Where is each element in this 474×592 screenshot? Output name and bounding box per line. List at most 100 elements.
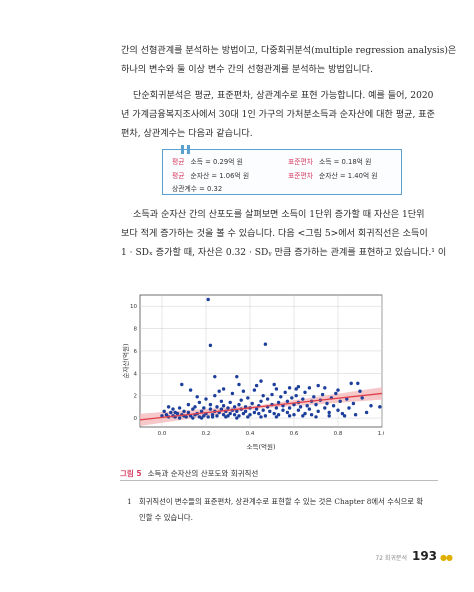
data-point [241, 411, 246, 416]
data-point [270, 392, 274, 397]
text-line: 편차, 상관계수는 다음과 같습니다. [121, 129, 253, 139]
data-point [340, 411, 345, 416]
data-point [298, 405, 303, 409]
data-point [364, 410, 369, 415]
data-point [305, 404, 309, 408]
data-point [250, 401, 254, 406]
y-tick-label: 4 [134, 371, 138, 377]
data-point [237, 414, 241, 418]
data-point [171, 407, 175, 411]
data-point [265, 397, 270, 401]
y-tick-label: 2 [134, 394, 138, 400]
data-point [208, 343, 213, 348]
correlation-value: 상관계수 = 0.32 [172, 185, 223, 193]
data-point [325, 401, 329, 406]
data-point [312, 395, 316, 399]
data-point [276, 400, 281, 405]
x-tick-label: 1.0 [378, 431, 384, 437]
data-point [272, 382, 276, 387]
page-dots: ●● [440, 553, 453, 562]
data-point [208, 407, 213, 411]
data-point [257, 411, 261, 416]
data-point [285, 399, 290, 403]
data-point [217, 389, 221, 393]
data-point [281, 408, 285, 412]
data-point [206, 297, 210, 302]
mean-label: 평균 [172, 158, 185, 166]
data-point [307, 386, 312, 390]
data-point [356, 381, 360, 386]
tick-labels: 0.0 0.2 0.4 0.6 0.8 1.0 0 2 4 6 8 10 [130, 304, 384, 437]
data-point [199, 409, 204, 414]
data-point [261, 408, 265, 412]
data-point [323, 406, 327, 410]
figure-caption: 그림 5 소득과 순자산의 산포도와 회귀직선 [120, 468, 258, 479]
text-line: 간의 선형관계를 분석하는 방법이고, 다중회귀분석(multiple regr… [121, 46, 457, 56]
sd-networth-row: 표준편차 순자산 = 1.40억 원 [288, 170, 378, 180]
data-point [287, 414, 292, 418]
page-number: 193 [411, 549, 438, 563]
mean-networth-value: 순자산 = 1.06억 원 [190, 172, 250, 180]
data-point [279, 395, 283, 399]
data-point [173, 410, 177, 415]
sd-label: 표준편차 [288, 158, 314, 166]
data-point [347, 406, 351, 410]
data-point [177, 416, 182, 420]
figure-caption-text: 소득과 순자산의 산포도와 회귀직선 [147, 469, 259, 478]
data-point [331, 404, 336, 408]
data-point [338, 399, 342, 403]
regression-line [139, 392, 383, 421]
x-tick-label: 0.4 [246, 431, 255, 437]
data-point [191, 407, 195, 411]
data-point [353, 412, 358, 417]
data-point [259, 379, 263, 383]
data-point [378, 405, 382, 409]
data-point [232, 412, 237, 417]
data-point [303, 390, 307, 395]
footnote-line: 회귀직선이 변수들의 표준편차, 상관계수로 표현할 수 있는 것은 Chapt… [139, 497, 424, 506]
data-point [166, 405, 171, 409]
data-point [351, 401, 356, 406]
data-point [292, 412, 296, 417]
data-point [206, 415, 210, 419]
data-point [294, 393, 298, 398]
data-point [164, 412, 169, 417]
text-line: 하나의 변수와 둘 이상 변수 간의 선형관계를 분석하는 방법입니다. [121, 65, 373, 75]
data-point [186, 410, 191, 415]
sd-networth-value: 순자산 = 1.40억 원 [319, 172, 378, 180]
data-point [274, 415, 279, 419]
data-point [320, 392, 325, 397]
data-point [195, 395, 199, 399]
data-point [199, 416, 204, 420]
data-point [369, 404, 373, 408]
y-tick-label: 10 [130, 304, 137, 310]
data-point [219, 407, 224, 411]
data-point [224, 415, 228, 419]
data-point [345, 397, 349, 401]
data-point [342, 414, 347, 418]
data-point [169, 410, 173, 415]
data-point [360, 396, 364, 400]
data-point [314, 402, 318, 407]
data-point [215, 405, 219, 409]
sd-income-row: 표준편차 소득 = 0.18억 원 [288, 156, 371, 166]
data-point [162, 409, 166, 414]
data-point [268, 409, 272, 414]
data-point [327, 414, 331, 418]
data-point [316, 383, 320, 388]
mean-networth-row: 평균 순자산 = 1.06억 원 [172, 170, 249, 180]
data-point [241, 389, 246, 393]
mean-income-value: 소득 = 0.29억 원 [190, 158, 243, 166]
data-point [314, 415, 318, 419]
text-line: 단순회귀분석은 평균, 표준편차, 상관계수로 표현 가능합니다. 예를 들어,… [133, 91, 434, 101]
body-paragraph-3: 소득과 순자산 간의 산포도를 살펴보면 소득이 1단위 증가할 때 자산은 1… [121, 206, 446, 263]
data-point [228, 400, 232, 405]
data-point [349, 381, 353, 386]
data-point [287, 386, 292, 390]
data-point [327, 410, 331, 415]
data-point [316, 409, 320, 414]
data-point [221, 404, 226, 408]
data-point [243, 409, 248, 414]
data-point [259, 399, 263, 403]
scatter-chart: 0.0 0.2 0.4 0.6 0.8 1.0 0 2 4 6 8 10 소득(억원) 순자산(억원) [121, 294, 384, 451]
